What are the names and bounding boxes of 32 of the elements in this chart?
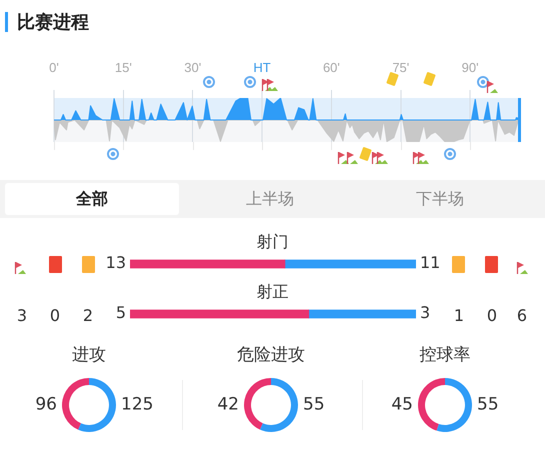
text: 0 xyxy=(486,306,498,326)
chart-title: 射门 xyxy=(256,232,288,252)
x-tick-label: 30' xyxy=(184,60,202,75)
data-label: 5 xyxy=(116,303,126,322)
chart-title: 进攻 xyxy=(72,344,106,366)
x-tick-label: 60' xyxy=(322,60,340,75)
text: 0 xyxy=(50,306,60,326)
text: 3 xyxy=(16,306,28,326)
text: 上半场 xyxy=(246,189,294,209)
data-label: 3 xyxy=(420,303,430,322)
data-label: 11 xyxy=(420,253,440,272)
text: 2 xyxy=(82,306,94,326)
x-tick-label: 15' xyxy=(114,60,132,75)
x-tick-label: 90' xyxy=(462,60,479,75)
chart-title: 危险进攻 xyxy=(237,344,305,366)
text: 1 xyxy=(454,306,464,326)
x-tick-label: 75' xyxy=(392,60,410,75)
chart-title: 控球率 xyxy=(420,344,470,366)
chart-title: 射正 xyxy=(256,282,288,302)
x-tick-label: HT xyxy=(253,60,271,75)
data-label: 45 xyxy=(391,394,413,414)
data-label: 55 xyxy=(477,394,499,414)
text: 全部 xyxy=(76,189,108,209)
data-label: 42 xyxy=(217,394,239,414)
data-label: 55 xyxy=(303,394,325,414)
x-tick-label: 0' xyxy=(49,60,59,75)
chart-title: 比赛进程 xyxy=(17,11,89,34)
text: 6 xyxy=(516,306,528,326)
data-label: 125 xyxy=(121,394,154,414)
data-label: 96 xyxy=(35,394,57,414)
data-label: 13 xyxy=(106,253,126,272)
text: 下半场 xyxy=(416,189,464,209)
